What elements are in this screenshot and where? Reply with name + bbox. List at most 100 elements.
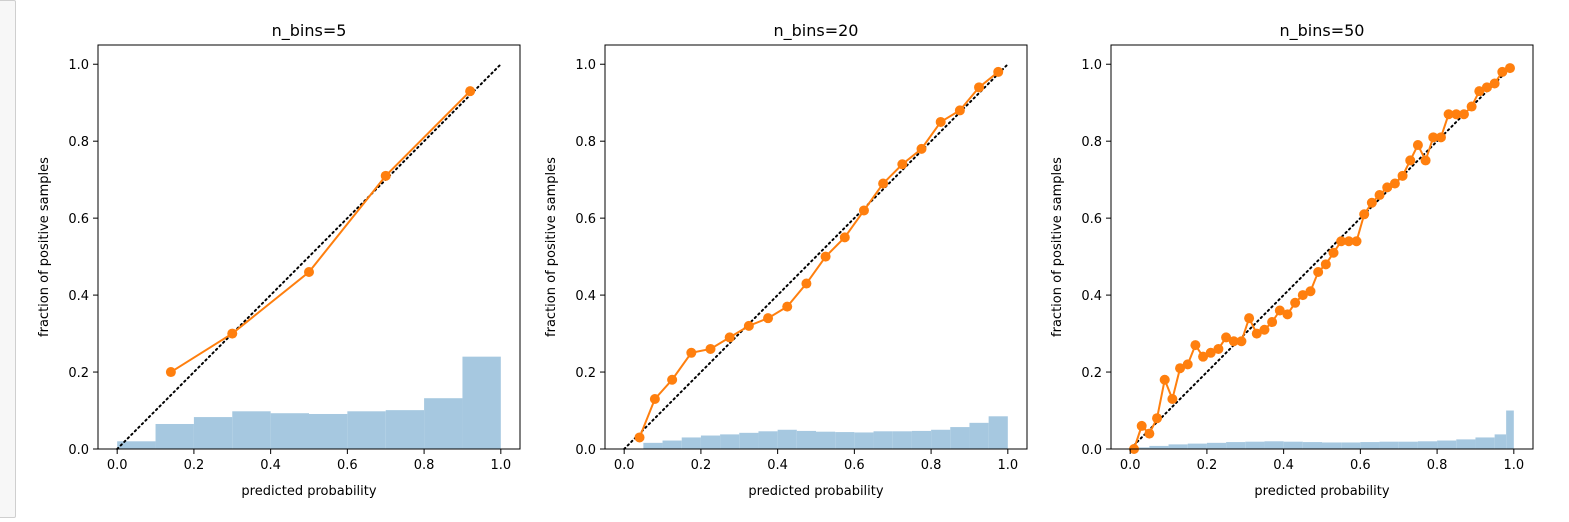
calibration-point bbox=[839, 232, 850, 243]
histogram-bar bbox=[232, 411, 271, 449]
calibration-point bbox=[1159, 374, 1170, 385]
calibration-point bbox=[1359, 209, 1370, 220]
histogram-bar bbox=[1283, 441, 1303, 449]
calibration-point bbox=[1267, 317, 1278, 328]
x-tick-label: 0.2 bbox=[184, 458, 205, 473]
calibration-point bbox=[1435, 132, 1446, 143]
histogram-bar bbox=[117, 441, 156, 449]
x-tick-label: 0.2 bbox=[691, 458, 712, 473]
histogram-bar bbox=[1322, 442, 1342, 449]
perfect-calibration-line bbox=[116, 63, 502, 450]
calibration-point bbox=[1481, 82, 1492, 93]
calibration-point bbox=[1397, 170, 1408, 181]
x-tick-label: 1.0 bbox=[490, 458, 511, 473]
y-tick-label: 0.2 bbox=[68, 366, 89, 381]
histogram-bar bbox=[1137, 447, 1150, 449]
calibration-point bbox=[1389, 178, 1400, 189]
calibration-point bbox=[1274, 305, 1285, 316]
calibration-point bbox=[1320, 259, 1331, 270]
histogram bbox=[1137, 410, 1514, 449]
histogram-bar bbox=[1475, 437, 1495, 449]
y-tick-label: 0.6 bbox=[68, 212, 89, 227]
calibration-point bbox=[304, 267, 314, 278]
x-tick-label: 0.8 bbox=[1427, 458, 1448, 473]
calibration-point bbox=[1428, 132, 1439, 143]
calibration-point bbox=[974, 82, 985, 93]
histogram-bar bbox=[385, 410, 425, 449]
calibration-point bbox=[1228, 336, 1239, 347]
calibration-point bbox=[1282, 309, 1293, 320]
x-tick-label: 0.4 bbox=[1273, 458, 1294, 473]
histogram-bar bbox=[720, 434, 740, 449]
calibration-point bbox=[1144, 428, 1155, 439]
calibration-point bbox=[1474, 86, 1485, 97]
calibration-point bbox=[1504, 63, 1515, 74]
calibration-point bbox=[705, 343, 716, 354]
histogram-bar bbox=[1494, 434, 1507, 449]
calibration-point bbox=[1290, 297, 1301, 308]
calibration-point bbox=[820, 251, 831, 262]
calibration-point bbox=[380, 170, 391, 181]
y-tick-label: 0.0 bbox=[1081, 443, 1102, 458]
y-tick-label: 0.4 bbox=[575, 289, 596, 304]
calibration-point bbox=[897, 159, 908, 170]
x-axis-label: predicted probability bbox=[748, 484, 883, 499]
y-tick-label: 0.2 bbox=[575, 366, 596, 381]
y-tick-label: 1.0 bbox=[1081, 58, 1102, 73]
chart-panel-2: 0.0 0.2 0.4 0.6 0.8 1.0 0.0 0.2 0.4 0.6 0.8 1.0 n_bi… bbox=[544, 21, 1028, 499]
histogram-bar bbox=[643, 442, 663, 449]
x-tick-label: 0.4 bbox=[260, 458, 281, 473]
histogram-bar bbox=[854, 432, 874, 449]
x-tick-label: 0.2 bbox=[1197, 458, 1218, 473]
histogram-bar bbox=[1360, 442, 1380, 449]
y-tick-label: 0.2 bbox=[1081, 366, 1102, 381]
y-tick-label: 0.0 bbox=[575, 443, 596, 458]
calibration-curve bbox=[1133, 67, 1511, 450]
histogram-bar bbox=[950, 427, 970, 449]
y-tick-label: 0.4 bbox=[68, 289, 89, 304]
notebook-cell-border bbox=[0, 0, 16, 518]
histogram-bar bbox=[1168, 444, 1188, 449]
calibration-point bbox=[1382, 182, 1393, 193]
histogram-bar bbox=[193, 417, 233, 449]
axes-frame bbox=[604, 44, 1028, 450]
y-tick-label: 0.8 bbox=[68, 135, 89, 150]
calibration-point bbox=[1236, 336, 1247, 347]
histogram-bar bbox=[1302, 442, 1322, 449]
x-tick-label: 0.0 bbox=[107, 458, 128, 473]
calibration-curve bbox=[170, 90, 471, 373]
perfect-calibration-line bbox=[1129, 63, 1515, 450]
y-tick-label: 1.0 bbox=[575, 58, 596, 73]
calibration-point bbox=[465, 86, 476, 97]
histogram-bar bbox=[796, 430, 816, 449]
y-tick-label: 0.8 bbox=[1081, 135, 1102, 150]
calibration-point bbox=[667, 374, 678, 385]
x-tick-label: 0.0 bbox=[1120, 458, 1141, 473]
x-tick-label: 0.6 bbox=[1350, 458, 1371, 473]
axes-frame bbox=[1110, 44, 1534, 450]
calibration-point bbox=[743, 320, 754, 331]
histogram-bar bbox=[1206, 442, 1227, 449]
calibration-point bbox=[1152, 413, 1163, 424]
calibration-point bbox=[1443, 109, 1454, 120]
y-tick-label: 1.0 bbox=[68, 58, 89, 73]
histogram-bar bbox=[931, 429, 951, 449]
calibration-point bbox=[1328, 247, 1339, 258]
calibration-point bbox=[993, 66, 1004, 77]
calibration-point bbox=[935, 116, 946, 127]
y-tick-label: 0.6 bbox=[575, 212, 596, 227]
calibration-point bbox=[1190, 340, 1201, 351]
calibration-point bbox=[1305, 286, 1316, 297]
calibration-point bbox=[1244, 313, 1255, 324]
calibration-point bbox=[1313, 267, 1324, 278]
calibration-point bbox=[1458, 109, 1469, 120]
histogram-bar bbox=[777, 429, 797, 449]
histogram-bar bbox=[1437, 440, 1457, 449]
calibration-point bbox=[1198, 351, 1209, 362]
calibration-point bbox=[1221, 332, 1232, 343]
axes-frame bbox=[97, 44, 521, 450]
histogram bbox=[117, 356, 501, 449]
histogram-bar bbox=[969, 422, 989, 449]
histogram-bar bbox=[309, 413, 348, 449]
histogram-bar bbox=[1245, 441, 1265, 449]
